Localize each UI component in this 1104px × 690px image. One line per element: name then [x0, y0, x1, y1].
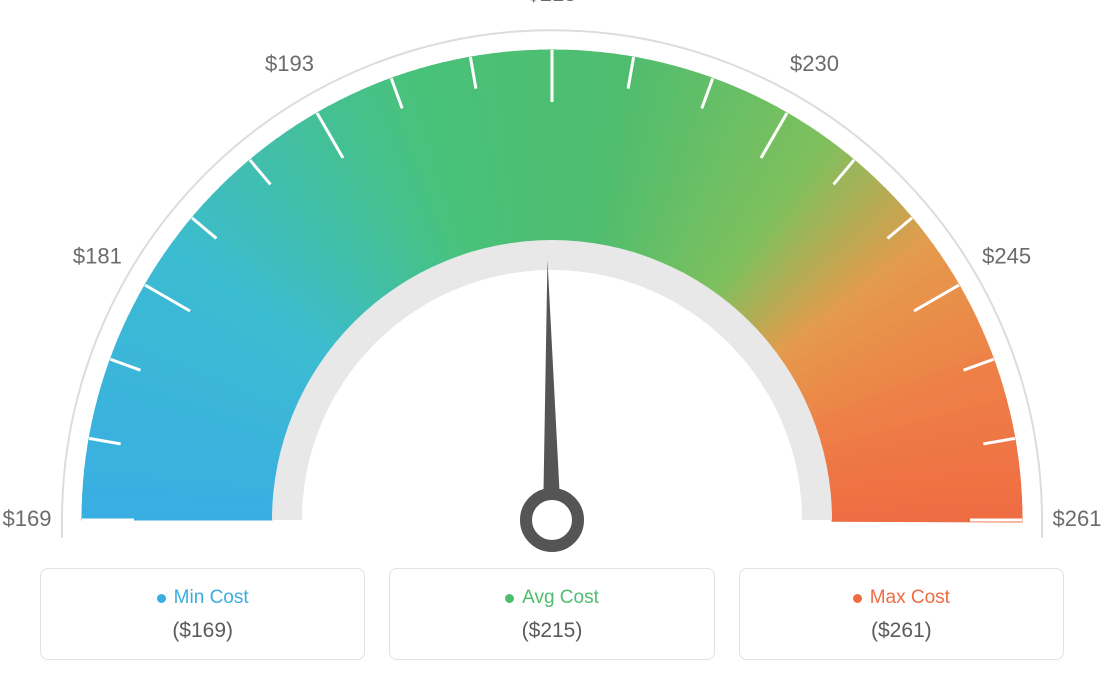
legend-value-max: ($261) — [750, 619, 1053, 643]
legend-value-min: ($169) — [51, 619, 354, 643]
svg-text:$261: $261 — [1053, 506, 1102, 531]
legend-dot-avg — [505, 594, 514, 603]
svg-text:$245: $245 — [982, 243, 1031, 268]
legend-label-max: Max Cost — [870, 587, 950, 609]
legend-card-avg: Avg Cost ($215) — [389, 568, 714, 660]
svg-text:$169: $169 — [3, 506, 52, 531]
legend-value-avg: ($215) — [400, 619, 703, 643]
legend-label-avg: Avg Cost — [522, 587, 599, 609]
svg-text:$215: $215 — [528, 0, 577, 6]
svg-text:$230: $230 — [790, 51, 839, 76]
gauge-chart: $169 $181 $193 $215 $230 $245 $261 — [0, 0, 1104, 560]
svg-text:$193: $193 — [265, 51, 314, 76]
legend-dot-max — [853, 594, 862, 603]
legend-row: Min Cost ($169) Avg Cost ($215) Max Cost… — [40, 568, 1064, 660]
legend-dot-min — [157, 594, 166, 603]
legend-label-min: Min Cost — [174, 587, 249, 609]
legend-card-min: Min Cost ($169) — [40, 568, 365, 660]
legend-card-max: Max Cost ($261) — [739, 568, 1064, 660]
svg-text:$181: $181 — [73, 243, 122, 268]
